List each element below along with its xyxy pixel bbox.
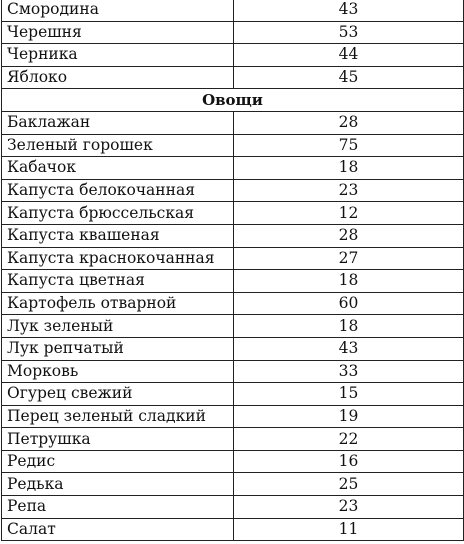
product-name-cell: Смородина <box>1 0 234 22</box>
table-row: Морковь 33 <box>1 359 464 384</box>
table-row: Капуста цветная 18 <box>1 269 464 293</box>
product-name-cell: Капуста белокочанная <box>1 178 234 203</box>
product-name-cell: Черешня <box>1 20 234 45</box>
product-value-cell: 25 <box>233 472 464 497</box>
product-value-cell: 16 <box>233 449 464 474</box>
table-row: Огурец свежий 15 <box>1 382 464 406</box>
table-row: Кабачок 18 <box>1 156 464 180</box>
table-row: Петрушка 22 <box>1 427 464 451</box>
product-name-cell: Зеленый горошек <box>1 133 234 158</box>
product-name-cell: Капуста квашеная <box>1 223 234 248</box>
product-value-cell: 23 <box>233 495 464 519</box>
table-row: Редька 25 <box>1 472 464 497</box>
product-value-cell: 15 <box>233 382 464 406</box>
product-name-cell: Репа <box>1 495 234 519</box>
table-row: Салат 11 <box>1 517 464 542</box>
product-name-cell: Яблоко <box>1 65 234 90</box>
product-name-cell: Лук зеленый <box>1 314 234 338</box>
product-name-cell: Перец зеленый сладкий <box>1 404 234 429</box>
table-row: Яблоко 45 <box>1 65 464 90</box>
product-value-cell: 27 <box>233 246 464 271</box>
table-row: Редис 16 <box>1 449 464 474</box>
product-name-cell: Капуста цветная <box>1 269 234 293</box>
product-name-cell: Картофель отварной <box>1 291 234 316</box>
product-value-cell: 18 <box>233 156 464 180</box>
product-name-cell: Лук репчатый <box>1 336 234 361</box>
table-row: Капуста брюссельская 12 <box>1 201 464 225</box>
product-name-cell: Салат <box>1 517 234 542</box>
table-row: Лук репчатый 43 <box>1 336 464 361</box>
section-title: Овощи <box>1 88 464 112</box>
section-header-row: Овощи <box>1 88 464 112</box>
product-value-cell: 23 <box>233 178 464 203</box>
table-row: Черника 44 <box>1 43 464 67</box>
product-name-cell: Морковь <box>1 359 234 384</box>
product-value-cell: 45 <box>233 65 464 90</box>
product-name-cell: Капуста брюссельская <box>1 201 234 225</box>
product-value-cell: 60 <box>233 291 464 316</box>
product-value-cell: 33 <box>233 359 464 384</box>
table-row: Картофель отварной 60 <box>1 291 464 316</box>
product-value-cell: 75 <box>233 133 464 158</box>
table-row: Лук зеленый 18 <box>1 314 464 338</box>
table-row: Черешня 53 <box>1 20 464 45</box>
product-value-cell: 28 <box>233 223 464 248</box>
product-value-cell: 18 <box>233 269 464 293</box>
product-value-cell: 22 <box>233 427 464 451</box>
product-value-cell: 43 <box>233 0 464 22</box>
product-value-cell: 44 <box>233 43 464 67</box>
product-value-cell: 11 <box>233 517 464 542</box>
product-value-cell: 19 <box>233 404 464 429</box>
product-value-cell: 53 <box>233 20 464 45</box>
table-row: Капуста квашеная 28 <box>1 223 464 248</box>
product-name-cell: Черника <box>1 43 234 67</box>
product-name-cell: Редис <box>1 449 234 474</box>
product-name-cell: Баклажан <box>1 110 234 135</box>
table-row: Зеленый горошек 75 <box>1 133 464 158</box>
table-row: Смородина 43 <box>1 0 464 22</box>
table-row: Капуста краснокочанная 27 <box>1 246 464 271</box>
product-name-cell: Капуста краснокочанная <box>1 246 234 271</box>
product-name-cell: Петрушка <box>1 427 234 451</box>
product-name-cell: Огурец свежий <box>1 382 234 406</box>
table-row: Перец зеленый сладкий 19 <box>1 404 464 429</box>
table-row: Капуста белокочанная 23 <box>1 178 464 203</box>
product-value-cell: 18 <box>233 314 464 338</box>
product-value-cell: 28 <box>233 110 464 135</box>
product-name-cell: Редька <box>1 472 234 497</box>
product-name-cell: Кабачок <box>1 156 234 180</box>
table-row: Баклажан 28 <box>1 110 464 135</box>
product-value-cell: 12 <box>233 201 464 225</box>
table-row: Репа 23 <box>1 495 464 519</box>
product-value-cell: 43 <box>233 336 464 361</box>
